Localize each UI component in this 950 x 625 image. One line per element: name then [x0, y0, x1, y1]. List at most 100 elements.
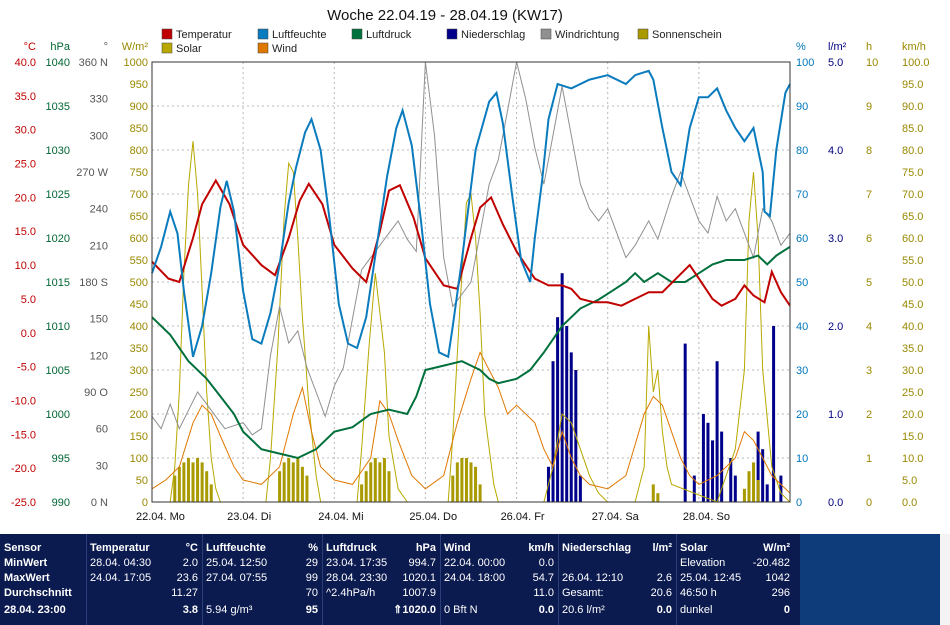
left-axis-tick: 40.0	[15, 57, 36, 69]
wind-max-time: 24.04. 18:00	[444, 572, 506, 584]
bar-niederschlag	[720, 431, 724, 502]
bar-sonnenschein	[656, 493, 660, 502]
right-axis-tick: 70	[796, 189, 808, 201]
right-axis-tick: 100	[796, 57, 814, 69]
solar-hours: 46:50 h	[680, 587, 717, 599]
left-axis-tick: 240	[90, 204, 108, 216]
bar-sonnenschein	[469, 462, 473, 502]
press-min-time: 23.04. 17:35	[326, 557, 388, 569]
bar-sonnenschein	[752, 462, 756, 502]
hum-max-value: 99	[305, 572, 318, 584]
right-axis-tick: 65.0	[902, 211, 923, 223]
press-trend: ^2.4hPa/h	[326, 587, 376, 599]
right-axis-tick: 6	[866, 233, 872, 245]
hum-min-time: 25.04. 12:50	[206, 557, 268, 569]
legend-label: Sonnenschein	[652, 29, 722, 41]
legend-swatch	[637, 28, 649, 40]
stats-col-sensor: Sensor MinWert MaxWert Durchschnitt 28.0…	[0, 534, 87, 625]
chart-legend: Temperatur Luftfeuchte Luftdruck Niederschl…	[161, 28, 722, 55]
rain-sum: 20.6 l/m²	[562, 604, 605, 616]
left-axis-tick: 25.0	[15, 159, 36, 171]
press-avg: 1007.9	[402, 587, 436, 599]
bar-niederschlag	[761, 449, 765, 502]
bar-sonnenschein	[186, 458, 190, 502]
bar-sonnenschein	[287, 458, 291, 502]
left-axis-tick: 90 O	[84, 387, 108, 399]
x-axis-tick: 25.04. Do	[409, 511, 457, 523]
press-max-value: 1020.1	[402, 572, 436, 584]
weather-chart: Woche 22.04.19 - 28.04.19 (KW17) Tempera…	[11, 7, 930, 523]
bar-niederschlag	[706, 422, 710, 502]
right-axis-tick: 1	[866, 453, 872, 465]
series-solar	[152, 141, 791, 503]
right-axis-tick: 3.0	[828, 233, 843, 245]
left-axis-tick: 15.0	[15, 226, 36, 238]
left-axis-unit-2: °	[104, 41, 108, 53]
bar-niederschlag	[556, 317, 560, 502]
wind-avg: 11.0	[533, 587, 554, 599]
right-axis-unit-3: km/h	[902, 41, 926, 53]
right-axis-tick: 8	[866, 145, 872, 157]
sensor-max-label: MaxWert	[4, 572, 50, 584]
right-axis-tick: 70.0	[902, 189, 923, 201]
right-axis-tick: 30	[796, 365, 808, 377]
right-axis-tick: 50	[796, 277, 808, 289]
legend-label: Temperatur	[176, 29, 232, 41]
solar-max-value: 1042	[765, 572, 790, 584]
wind-min-time: 22.04. 00:00	[444, 557, 506, 569]
left-axis-tick: 50	[136, 475, 148, 487]
right-axis-tick: 4.0	[828, 145, 843, 157]
legend-label: Wind	[272, 43, 297, 55]
legend-swatch	[257, 42, 269, 54]
desktop-strip	[800, 534, 950, 625]
legend-swatch	[540, 28, 552, 40]
right-axis-tick: 3	[866, 365, 872, 377]
right-axis-tick: 75.0	[902, 167, 923, 179]
left-axis-tick: 180 S	[79, 277, 108, 289]
left-axis-tick: 500	[130, 277, 148, 289]
left-axis-tick: 30.0	[15, 125, 36, 137]
press-current: ⇑1020.0	[393, 604, 436, 616]
hum-max-time: 27.04. 07:55	[206, 572, 268, 584]
bar-sonnenschein	[364, 471, 368, 502]
right-axis-tick: 5.0	[902, 475, 917, 487]
left-axis-tick: -20.0	[11, 463, 36, 475]
right-axis-tick: 0.0	[828, 497, 843, 509]
press-max-time: 28.04. 23:30	[326, 572, 388, 584]
bar-sonnenschein	[382, 458, 386, 502]
bar-niederschlag	[692, 475, 696, 502]
desktop-strip-edge	[940, 534, 950, 625]
series-luftfeuchte	[151, 69, 791, 359]
right-axis-tick: 40.0	[902, 321, 923, 333]
left-axis-tick: -15.0	[11, 429, 36, 441]
left-axis-tick: 150	[130, 431, 148, 443]
temp-title: Temperatur	[90, 542, 150, 554]
right-axis-tick: 10.0	[902, 453, 923, 465]
line-series	[151, 61, 791, 503]
left-axis-tick: 990	[52, 497, 70, 509]
left-axis-tick: 20.0	[15, 192, 36, 204]
right-axis-tick: 30.0	[902, 365, 923, 377]
bar-sonnenschein	[278, 471, 282, 502]
stats-col-wind: Wind km/h 22.04. 00:00 0.0 24.04. 18:00 54.…	[440, 534, 559, 625]
sensor-title: Sensor	[4, 542, 42, 554]
axis-units: °C hPa ° W/m²% l/m² h km/h	[24, 41, 926, 53]
left-axis-tick: 250	[130, 387, 148, 399]
left-axis-unit-1: hPa	[50, 41, 70, 53]
right-axis-tick: 5	[866, 277, 872, 289]
right-axis-tick: 60.0	[902, 233, 923, 245]
bar-sonnenschein	[300, 466, 304, 502]
solar-state: dunkel	[680, 604, 713, 616]
bar-sonnenschein	[191, 462, 195, 502]
left-axis-tick: 950	[130, 79, 148, 91]
right-axis-tick: 10	[866, 57, 878, 69]
right-axis-tick: 5.0	[828, 57, 843, 69]
hum-min-value: 29	[305, 557, 318, 569]
bar-sonnenschein	[209, 484, 213, 502]
right-axis-tick: 10	[796, 453, 808, 465]
right-axis-tick: 1.0	[828, 409, 843, 421]
solar-max-time: 25.04. 12:45	[680, 572, 742, 584]
legend-label: Luftdruck	[366, 29, 412, 41]
right-axis-tick: 80.0	[902, 145, 923, 157]
left-axis-tick: 700	[130, 189, 148, 201]
